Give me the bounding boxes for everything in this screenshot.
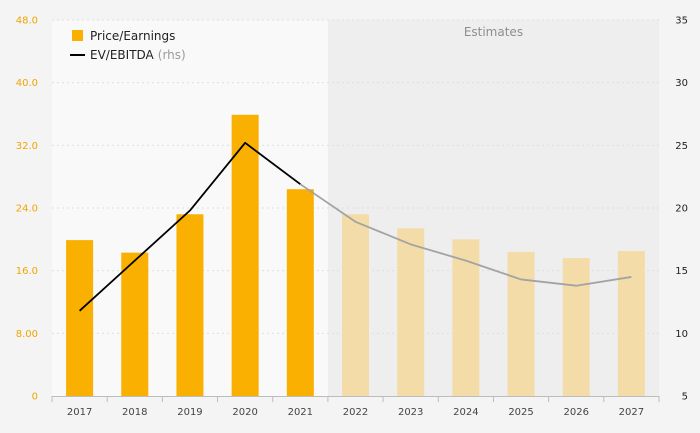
- bar-pe-2021: [286, 189, 314, 396]
- y-right-tick-label: 15: [675, 266, 688, 277]
- y-right-tick-label: 5: [682, 392, 688, 403]
- y-right-tick-label: 30: [675, 78, 688, 89]
- y-left-tick-label: 0: [32, 392, 38, 403]
- x-tick-label-2019: 2019: [177, 407, 202, 418]
- x-tick-label-2022: 2022: [343, 407, 368, 418]
- y-left-tick-label: 16.0: [16, 266, 38, 277]
- y-left-tick-label: 40.0: [16, 78, 38, 89]
- y-right-tick-label: 25: [675, 141, 688, 152]
- legend-label-ev-ebitda-rhs: (rhs): [158, 48, 186, 62]
- y-left-tick-label: 24.0: [16, 204, 38, 215]
- y-right-tick-label: 10: [675, 329, 688, 340]
- bar-pe-2023: [397, 228, 425, 396]
- x-tick-label-2018: 2018: [122, 407, 147, 418]
- bar-pe-2017: [66, 240, 94, 396]
- line-ev-ebitda-actual: [78, 141, 301, 312]
- legend-label-ev-ebitda: EV/EBITDA (rhs): [90, 48, 186, 62]
- bar-pe-2020: [231, 114, 259, 397]
- y-left-tick-label: 8.00: [16, 329, 38, 340]
- bar-pe-2022: [342, 214, 369, 396]
- bar-pe-2027: [617, 251, 645, 396]
- bar-pe-2024: [452, 239, 480, 396]
- x-tick-label-2027: 2027: [619, 407, 644, 418]
- bar-pe-2026: [562, 258, 590, 396]
- y-right-tick-label: 20: [675, 204, 688, 215]
- y-right-tick-label: 35: [675, 16, 688, 27]
- estimates-label: Estimates: [464, 25, 523, 39]
- x-tick-label-2025: 2025: [508, 407, 533, 418]
- bar-pe-2025: [507, 251, 535, 396]
- line-ev-ebitda-estimates: [299, 183, 632, 287]
- x-tick-label-2021: 2021: [288, 407, 313, 418]
- x-tick-label-2023: 2023: [398, 407, 423, 418]
- bar-pe-2019: [176, 214, 204, 396]
- legend-label-pe: Price/Earnings: [90, 29, 175, 43]
- legend-label-ev-ebitda-name: EV/EBITDA: [90, 48, 155, 62]
- y-left-tick-label: 48.0: [16, 16, 38, 27]
- legend-swatch-pe: [72, 30, 83, 41]
- x-tick-label-2017: 2017: [67, 407, 92, 418]
- bar-pe-2018: [121, 252, 149, 396]
- x-tick-label-2024: 2024: [453, 407, 478, 418]
- x-tick-label-2026: 2026: [564, 407, 589, 418]
- x-tick-label-2020: 2020: [232, 407, 257, 418]
- y-left-tick-label: 32.0: [16, 141, 38, 152]
